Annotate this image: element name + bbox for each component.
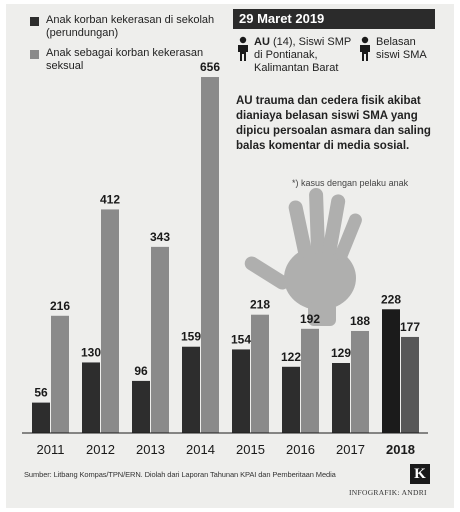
bar-bullying-2012 bbox=[82, 362, 100, 433]
data-label-bullying-2014: 159 bbox=[181, 330, 201, 344]
victim-detail: (14), Siswi SMP di Pontianak, Kalimantan… bbox=[254, 36, 351, 74]
data-label-sexual-violence-2012: 412 bbox=[100, 192, 120, 206]
data-label-bullying-2017: 129 bbox=[331, 346, 351, 360]
bar-bullying-2013 bbox=[132, 380, 150, 433]
data-label-bullying-2018: 228 bbox=[381, 292, 401, 306]
publisher-logo: K bbox=[410, 464, 430, 484]
source-note: Sumber: Litbang Kompas/TPN/ERN. Diolah d… bbox=[24, 470, 336, 479]
x-tick-2011: 2011 bbox=[37, 442, 65, 457]
bar-bullying-2011 bbox=[32, 402, 50, 433]
infographic-credit: INFOGRAFIK: ANDRI bbox=[349, 488, 427, 497]
handprint-icon bbox=[244, 188, 362, 326]
legend-swatch-bullying bbox=[30, 17, 39, 26]
case-date: 29 Maret 2019 bbox=[233, 9, 435, 29]
data-label-sexual-violence-2016: 192 bbox=[300, 312, 320, 326]
data-label-sexual-violence-2017: 188 bbox=[350, 314, 370, 328]
data-label-bullying-2011: 56 bbox=[34, 386, 48, 400]
bar-sexual-violence-2012 bbox=[101, 209, 119, 433]
case-footnote: *) kasus dengan pelaku anak bbox=[292, 178, 409, 188]
victim-name: AU bbox=[254, 36, 270, 48]
x-tick-2018: 2018 bbox=[386, 442, 415, 457]
legend-label-bullying: Anak korban kekerasan di sekolah (perund… bbox=[46, 14, 215, 39]
x-tick-2016: 2016 bbox=[286, 442, 315, 457]
bar-sexual-violence-2013 bbox=[151, 246, 169, 433]
data-label-bullying-2016: 122 bbox=[281, 350, 301, 364]
chart-legend: Anak korban kekerasan di sekolah (perund… bbox=[30, 14, 220, 80]
data-label-sexual-violence-2014: 656 bbox=[200, 60, 220, 74]
data-label-bullying-2013: 96 bbox=[134, 364, 148, 378]
x-tick-2017: 2017 bbox=[336, 442, 365, 457]
bar-sexual-violence-2018 bbox=[401, 336, 419, 433]
data-label-bullying-2015: 154 bbox=[231, 332, 251, 346]
bar-sexual-violence-2016 bbox=[301, 328, 319, 433]
x-tick-2013: 2013 bbox=[136, 442, 165, 457]
perpetrator-info: Belasan siswi SMA bbox=[358, 36, 438, 62]
bar-bullying-2014 bbox=[182, 346, 200, 433]
legend-swatch-sexual-violence bbox=[30, 50, 39, 59]
data-label-sexual-violence-2013: 343 bbox=[150, 230, 170, 244]
x-tick-2014: 2014 bbox=[186, 442, 215, 457]
person-icon bbox=[238, 36, 248, 61]
bar-sexual-violence-2011 bbox=[51, 315, 69, 433]
victim-info: AU (14), Siswi SMP di Pontianak, Kaliman… bbox=[236, 36, 362, 75]
data-label-sexual-violence-2015: 218 bbox=[250, 298, 270, 312]
case-description: AU trauma dan cedera fisik akibat diania… bbox=[236, 95, 431, 152]
legend-label-sexual-violence: Anak sebagai korban kekerasan seksual bbox=[46, 47, 204, 72]
bar-bullying-2015 bbox=[232, 349, 250, 433]
bar-bullying-2018 bbox=[382, 309, 400, 433]
legend-item-sexual-violence: Anak sebagai korban kekerasan seksual bbox=[30, 47, 220, 73]
bar-sexual-violence-2014 bbox=[201, 77, 219, 433]
legend-item-bullying: Anak korban kekerasan di sekolah (perund… bbox=[30, 14, 220, 40]
perpetrator-label: Belasan siswi SMA bbox=[376, 36, 427, 61]
person-icon bbox=[360, 36, 370, 61]
x-tick-2012: 2012 bbox=[86, 442, 115, 457]
bar-bullying-2017 bbox=[332, 362, 350, 433]
data-label-sexual-violence-2011: 216 bbox=[50, 299, 70, 313]
bar-bullying-2016 bbox=[282, 366, 300, 433]
x-tick-2015: 2015 bbox=[236, 442, 265, 457]
bar-sexual-violence-2015 bbox=[251, 314, 269, 433]
data-label-bullying-2012: 130 bbox=[81, 345, 101, 359]
data-label-sexual-violence-2018: 177 bbox=[400, 320, 420, 334]
bar-sexual-violence-2017 bbox=[351, 330, 369, 433]
infographic-panel bbox=[6, 4, 454, 508]
